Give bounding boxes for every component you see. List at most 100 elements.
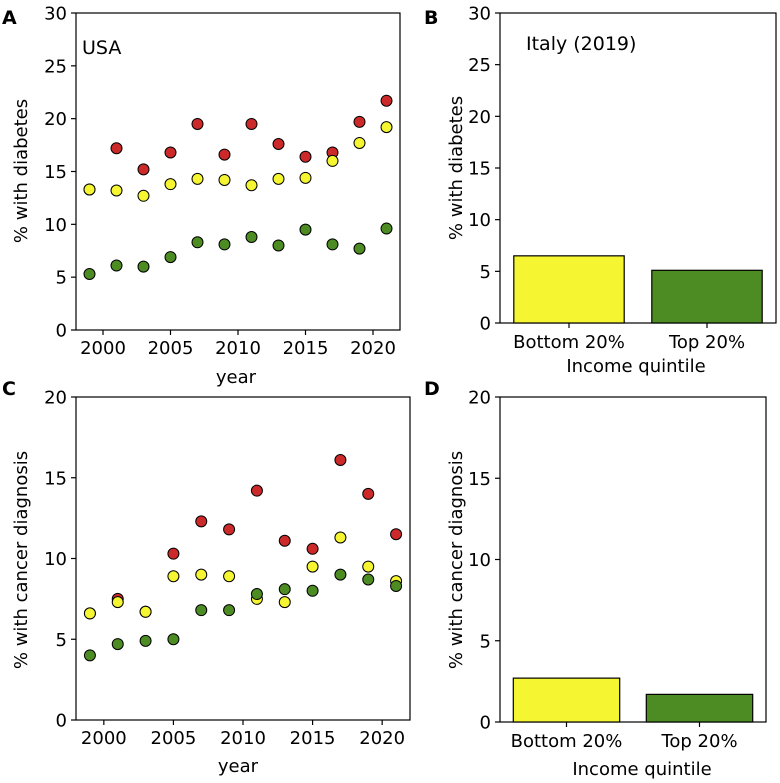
panel-a-point-red <box>353 115 366 128</box>
panel-b-ylabel: % with diabetes <box>446 96 467 240</box>
panel-c-point-green <box>195 604 208 617</box>
panel-c-xtick-label: 2010 <box>220 728 266 749</box>
panel-c-ylabel: % with cancer diagnosis <box>11 451 32 669</box>
panel-a-xtick-label: 2000 <box>80 338 126 359</box>
panel-a-ytick-label: 0 <box>56 321 67 342</box>
panel-a-point-green <box>110 259 123 272</box>
panel-a-ytick-label: 20 <box>44 109 67 130</box>
panel-a-point-green <box>83 267 96 280</box>
panel-a-ytick-label: 5 <box>56 268 67 289</box>
panel-a-point-red <box>272 138 285 151</box>
panel-d-ytick-label: 0 <box>480 713 491 734</box>
panel-a-point-green <box>353 242 366 255</box>
panel-c-point-yellow <box>223 570 236 583</box>
panel-c-point-red <box>250 484 263 497</box>
panel-c-point-green <box>111 638 124 651</box>
panel-a-point-yellow <box>218 173 231 186</box>
panel-a-title: USA <box>82 37 121 59</box>
panel-a-point-red <box>245 117 258 130</box>
panel-c-point-red <box>223 523 236 536</box>
panel-c-ytick-label: 15 <box>44 468 67 489</box>
panel-b-ytick-label: 30 <box>468 4 491 25</box>
panel-c-xtick-label: 2005 <box>151 728 197 749</box>
panel-c-point-yellow <box>278 596 291 609</box>
panel-a-point-green <box>380 222 393 235</box>
panel-c-point-yellow <box>111 596 124 609</box>
panel-c-point-yellow <box>306 560 319 573</box>
panel-a-xtick-label: 2015 <box>283 338 329 359</box>
panel-b-title: Italy (2019) <box>526 33 636 55</box>
panel-a-point-yellow <box>299 171 312 184</box>
panel-c-point-red <box>390 528 403 541</box>
panel-a-ytick-label: 10 <box>44 215 67 236</box>
panel-c-ytick-label: 10 <box>44 549 67 570</box>
panel-a-point-green <box>218 238 231 251</box>
panel-c-point-green <box>334 568 347 581</box>
panel-c-point-green <box>362 573 375 586</box>
panel-a-point-yellow <box>164 178 177 191</box>
panel-a-xtick-label: 2010 <box>215 338 261 359</box>
panel-a-point-red <box>137 163 150 176</box>
panel-c-xtick-label: 2000 <box>81 728 127 749</box>
panel-b-ytick-label: 25 <box>468 55 491 76</box>
panel-a-point-yellow <box>380 121 393 134</box>
panel-c-point-green <box>223 604 236 617</box>
panel-a-point-red <box>191 117 204 130</box>
panel-a-point-yellow <box>110 184 123 197</box>
panel-a-point-yellow <box>326 154 339 167</box>
panel-a-point-green <box>272 239 285 252</box>
panel-a-point-green <box>137 260 150 273</box>
panel-c-point-green <box>167 633 180 646</box>
panel-a-point-red <box>218 148 231 161</box>
panel-a-point-yellow <box>353 136 366 149</box>
panel-a-point-yellow <box>245 179 258 192</box>
panel-a-point-red <box>299 150 312 163</box>
panel-c-point-yellow <box>195 568 208 581</box>
panel-c-xtick-label: 2015 <box>290 728 336 749</box>
panel-a-point-green <box>164 251 177 264</box>
panel-d-ytick-label: 15 <box>468 469 491 490</box>
panel-c-xlabel: year <box>218 756 259 777</box>
panel-letter-a: A <box>2 7 17 29</box>
panel-c-ytick-label: 5 <box>56 630 67 651</box>
panel-c-point-yellow <box>334 531 347 544</box>
panel-a-ylabel: % with diabetes <box>11 99 32 243</box>
panel-d-category-label: Bottom 20% <box>511 731 623 752</box>
panel-a-ytick-label: 15 <box>44 162 67 183</box>
panel-b-ytick-label: 10 <box>468 210 491 231</box>
panel-a-axes-frame <box>75 12 401 331</box>
panel-c-point-green <box>83 649 96 662</box>
panel-c-point-red <box>362 487 375 500</box>
panel-a-point-green <box>326 238 339 251</box>
panel-b-bar <box>513 255 625 324</box>
panel-a-ytick-label: 30 <box>44 4 67 25</box>
panel-b-xlabel: Income quintile <box>566 356 705 377</box>
panel-c-point-green <box>278 583 291 596</box>
panel-c-point-green <box>250 588 263 601</box>
panel-b-category-label: Top 20% <box>668 332 745 353</box>
panel-letter-b: B <box>424 7 438 29</box>
panel-c-point-green <box>390 579 403 592</box>
panel-a-point-green <box>191 236 204 249</box>
panel-a-point-red <box>110 142 123 155</box>
panel-d-ytick-label: 10 <box>468 550 491 571</box>
panel-c-point-yellow <box>362 560 375 573</box>
panel-a-point-yellow <box>191 172 204 185</box>
panel-c-point-yellow <box>83 607 96 620</box>
panel-c-point-red <box>167 547 180 560</box>
panel-d: D Income quintile % with cancer diagnosi… <box>424 378 767 780</box>
panel-b: B Italy (2019) Income quintile % with di… <box>424 4 777 377</box>
panel-d-ytick-label: 20 <box>468 388 491 409</box>
panel-b-ytick-label: 5 <box>480 262 491 283</box>
panel-letter-d: D <box>424 378 440 400</box>
panel-b-category-label: Bottom 20% <box>513 332 625 353</box>
panel-c-point-green <box>306 584 319 597</box>
panel-c-point-yellow <box>139 605 152 618</box>
panel-c-point-yellow <box>167 570 180 583</box>
panel-d-ylabel: % with cancer diagnosis <box>446 451 467 669</box>
panel-a-xlabel: year <box>216 367 257 388</box>
panel-a-xtick-label: 2005 <box>148 338 194 359</box>
panel-a-point-yellow <box>83 183 96 196</box>
panel-c-ytick-label: 0 <box>56 711 67 732</box>
